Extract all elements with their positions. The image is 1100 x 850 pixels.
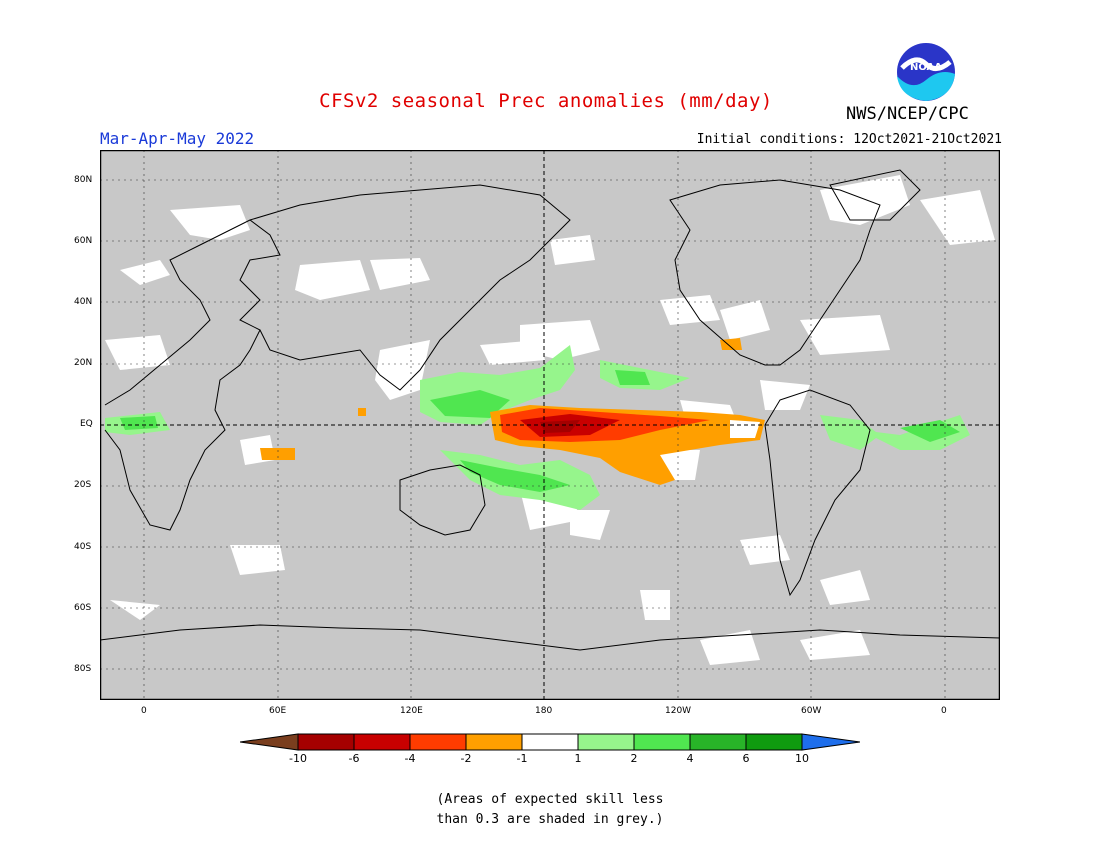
colorbar-label: 2	[630, 752, 638, 765]
colorbar-arrow-high	[801, 733, 860, 751]
lat-label: EQ	[80, 419, 93, 429]
skill-note: (Areas of expected skill less than 0.3 a…	[0, 790, 1100, 830]
lat-label: 60S	[74, 603, 92, 613]
lat-label: 20S	[74, 480, 92, 490]
lat-label: 20N	[74, 358, 93, 368]
lat-label: 80S	[74, 664, 92, 674]
coastlines	[100, 169, 1000, 651]
colorbar-swatch	[633, 733, 691, 751]
skill-note-line2: than 0.3 are shaded in grey.)	[436, 812, 664, 827]
lon-label: 60E	[269, 706, 287, 716]
colorbar-swatch	[689, 733, 747, 751]
colorbar-label: 6	[742, 752, 750, 765]
colorbar-label: -1	[516, 752, 528, 765]
precip-anomaly-map	[100, 150, 1000, 700]
lon-label: 180	[535, 706, 553, 716]
initial-conditions-label: Initial conditions: 12Oct2021-21Oct2021	[696, 132, 1002, 147]
colorbar-swatch	[297, 733, 355, 751]
lon-label: 60W	[801, 706, 822, 716]
colorbar-label: -4	[404, 752, 416, 765]
colorbar-label: 1	[574, 752, 582, 765]
colorbar-swatch	[577, 733, 635, 751]
noaa-logo-text: NOAA	[910, 62, 942, 73]
lat-label: 80N	[74, 175, 93, 185]
colorbar-swatch	[409, 733, 467, 751]
season-label: Mar-Apr-May 2022	[100, 129, 255, 148]
colorbar-arrow-low	[240, 733, 299, 751]
colorbar-label: -6	[348, 752, 360, 765]
colorbar-legend	[240, 733, 860, 751]
equator-dateline	[100, 150, 1000, 700]
lon-label: 0	[141, 706, 147, 716]
lon-label: 0	[941, 706, 947, 716]
agency-label: NWS/NCEP/CPC	[846, 104, 969, 124]
lat-label: 60N	[74, 236, 93, 246]
neutral-patches	[105, 175, 995, 665]
noaa-logo: NOAA	[895, 41, 957, 103]
colorbar-swatch	[521, 733, 579, 751]
colorbar-swatch	[465, 733, 523, 751]
lon-label: 120W	[665, 706, 692, 716]
colorbar-label: 4	[686, 752, 694, 765]
lon-label: 120E	[400, 706, 423, 716]
lat-label: 40S	[74, 542, 92, 552]
colorbar-swatch	[353, 733, 411, 751]
map-frame	[100, 150, 1000, 700]
chart-title: CFSv2 seasonal Prec anomalies (mm/day)	[319, 90, 773, 112]
skill-note-line1: (Areas of expected skill less	[436, 792, 664, 807]
graticule	[100, 150, 1000, 700]
colorbar-swatch	[745, 733, 803, 751]
colorbar-label: -2	[460, 752, 472, 765]
colorbar-label: -10	[289, 752, 307, 765]
lat-label: 40N	[74, 297, 93, 307]
colorbar-label: 10	[795, 752, 809, 765]
